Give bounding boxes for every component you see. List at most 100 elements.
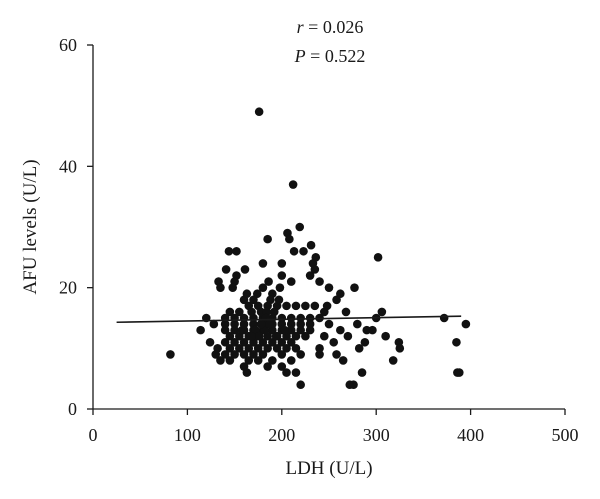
data-point [343, 331, 353, 341]
data-point [301, 331, 310, 341]
y-tick-label: 60 [59, 35, 77, 55]
y-axis-title: AFU levels (U/L) [20, 159, 41, 294]
p-annotation: P = 0.522 [294, 46, 366, 66]
data-point [258, 350, 268, 359]
data-point [286, 319, 296, 329]
data-point [305, 325, 315, 335]
data-point [263, 362, 272, 371]
data-point [286, 337, 296, 347]
x-tick-label: 300 [363, 425, 390, 445]
data-point [272, 344, 282, 353]
data-point [244, 344, 254, 353]
data-point [268, 356, 277, 365]
data-point [296, 319, 305, 329]
data-point [296, 325, 305, 335]
data-point [324, 283, 334, 292]
y-tick-label: 20 [59, 278, 77, 298]
data-point [296, 313, 305, 323]
data-point [196, 325, 205, 335]
data-point [295, 222, 305, 232]
x-tick-label: 200 [268, 425, 295, 445]
data-point [324, 319, 334, 329]
data-point [240, 265, 250, 274]
data-point [225, 344, 235, 353]
data-point [258, 283, 268, 292]
data-point [213, 344, 222, 353]
data-point [461, 319, 471, 329]
data-point [230, 325, 239, 335]
data-point [349, 380, 358, 390]
x-axis-title: LDH (U/L) [285, 458, 372, 479]
data-point [341, 307, 351, 317]
data-point [439, 313, 449, 323]
data-point [230, 337, 239, 347]
data-point [289, 246, 299, 256]
data-point [209, 319, 219, 329]
data-point [350, 283, 359, 292]
data-point [322, 301, 332, 311]
data-point [265, 319, 274, 329]
data-point [454, 368, 464, 377]
data-point [252, 289, 262, 299]
y-tick-label: 0 [68, 399, 77, 419]
data-point [277, 259, 287, 268]
data-point [266, 295, 275, 305]
data-point [452, 337, 461, 347]
data-point [362, 325, 372, 335]
data-point [253, 356, 263, 365]
data-point [225, 331, 235, 341]
data-point [305, 271, 315, 280]
y-tick-label: 40 [59, 156, 77, 176]
x-tick-label: 500 [552, 425, 579, 445]
data-point [225, 356, 235, 365]
data-point [282, 301, 291, 311]
data-point [205, 337, 215, 347]
data-point [216, 283, 225, 292]
data-point [242, 289, 252, 299]
data-point [377, 307, 387, 317]
data-point [357, 368, 367, 377]
data-point [263, 234, 272, 244]
data-point [286, 325, 296, 335]
data-point [253, 344, 263, 353]
data-point [269, 307, 279, 317]
x-tick-label: 100 [174, 425, 201, 445]
data-point [277, 337, 287, 347]
data-point [224, 246, 234, 256]
data-point [247, 307, 256, 317]
r-annotation: r = 0.026 [297, 17, 364, 37]
data-point [338, 356, 348, 365]
data-point [225, 307, 235, 317]
regression-line [116, 315, 462, 324]
data-point [237, 325, 247, 335]
data-point [235, 307, 244, 317]
data-point [254, 107, 264, 117]
data-point [247, 331, 256, 341]
data-point [216, 356, 225, 365]
data-point [220, 325, 230, 335]
data-point [315, 350, 324, 359]
data-point [332, 350, 341, 359]
data-point [220, 350, 230, 359]
data-point [381, 331, 390, 341]
data-point [277, 362, 287, 371]
data-point [239, 337, 249, 347]
data-point [277, 271, 287, 280]
data-point [285, 234, 294, 244]
data-point [332, 295, 341, 305]
data-point [235, 344, 244, 353]
axis-ticks: 0 100 200 300 400 500 0 20 40 60 [59, 35, 579, 445]
data-point [360, 337, 370, 347]
data-point [296, 380, 305, 390]
data-point [388, 356, 398, 365]
x-tick-label: 0 [89, 425, 98, 445]
data-point [230, 350, 239, 359]
data-point [353, 319, 362, 329]
data-point [263, 344, 272, 353]
data-point [274, 295, 284, 305]
data-point [319, 331, 329, 341]
data-point [373, 253, 383, 262]
data-point [310, 301, 320, 311]
data-point [221, 265, 231, 274]
